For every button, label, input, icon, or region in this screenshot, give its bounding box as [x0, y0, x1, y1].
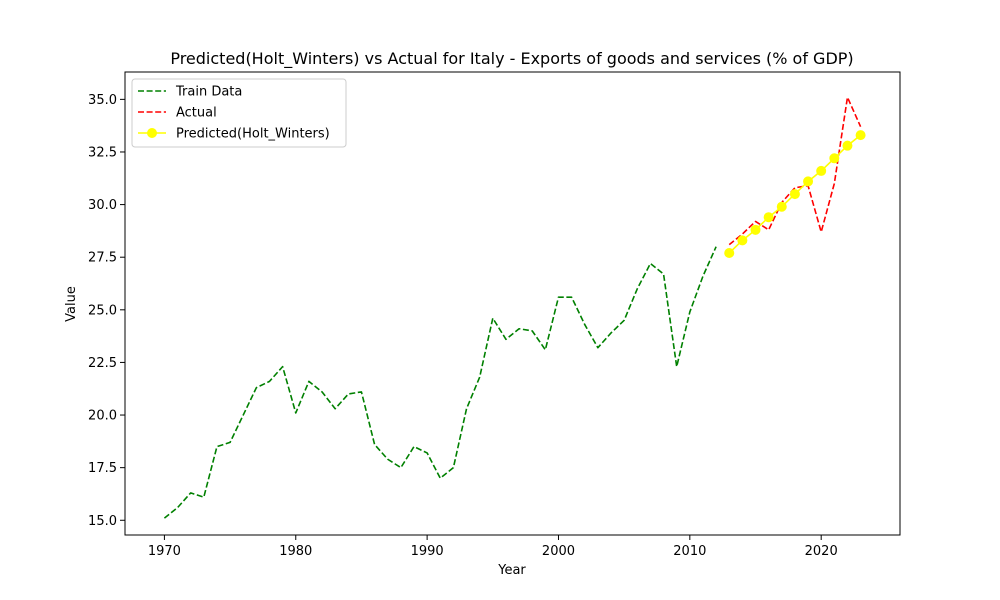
x-axis-label: Year	[497, 563, 526, 578]
y-axis-label: Value	[64, 286, 79, 322]
y-tick-label: 30.0	[88, 198, 117, 213]
y-tick-label: 25.0	[88, 303, 117, 318]
series-line-train-data	[163, 246, 717, 519]
y-tick-label: 15.0	[88, 514, 117, 529]
data-point-predicted-holt-winters	[763, 212, 774, 223]
data-point-predicted-holt-winters	[855, 130, 866, 141]
x-tick-label: 2010	[673, 544, 706, 559]
y-tick-label: 22.5	[88, 356, 117, 371]
x-tick-label: 1990	[411, 544, 444, 559]
data-point-predicted-holt-winters	[829, 153, 840, 164]
y-axis-ticks: 15.0 17.5 20.0 22.5 25.0 27.5 30.0 32.5 35.0	[88, 93, 125, 529]
legend-label-train-data: Train Data	[175, 85, 242, 100]
legend-label-actual: Actual	[176, 106, 217, 121]
x-tick-label: 1970	[148, 544, 181, 559]
x-tick-label: 2020	[805, 544, 838, 559]
data-point-predicted-holt-winters	[750, 224, 761, 235]
legend-box	[131, 78, 347, 148]
data-point-predicted-holt-winters	[816, 165, 827, 176]
plot-area	[163, 96, 866, 519]
chart-title: Predicted(Holt_Winters) vs Actual for It…	[170, 49, 853, 69]
data-point-predicted-holt-winters	[842, 140, 853, 151]
legend: Train Data Actual Predicted(Holt_Winters)	[131, 78, 347, 148]
data-point-predicted-holt-winters	[789, 189, 800, 200]
y-tick-label: 17.5	[88, 461, 117, 476]
legend-label-predicted-holt-winters: Predicted(Holt_Winters)	[176, 127, 330, 142]
y-tick-label: 32.5	[88, 145, 117, 160]
data-point-predicted-holt-winters	[724, 247, 735, 258]
axes-frame	[124, 71, 901, 536]
y-tick-label: 35.0	[88, 93, 117, 108]
y-tick-label: 27.5	[88, 251, 117, 266]
y-tick-label: 20.0	[88, 409, 117, 424]
data-point-predicted-holt-winters	[737, 235, 748, 246]
data-point-predicted-holt-winters	[776, 201, 787, 212]
x-axis-ticks: 1970 1980 1990 2000 2010 2020	[148, 535, 838, 559]
x-tick-label: 2000	[542, 544, 575, 559]
data-point-predicted-holt-winters	[803, 176, 814, 187]
x-tick-label: 1980	[279, 544, 312, 559]
legend-marker-predicted-holt-winters	[147, 128, 157, 138]
